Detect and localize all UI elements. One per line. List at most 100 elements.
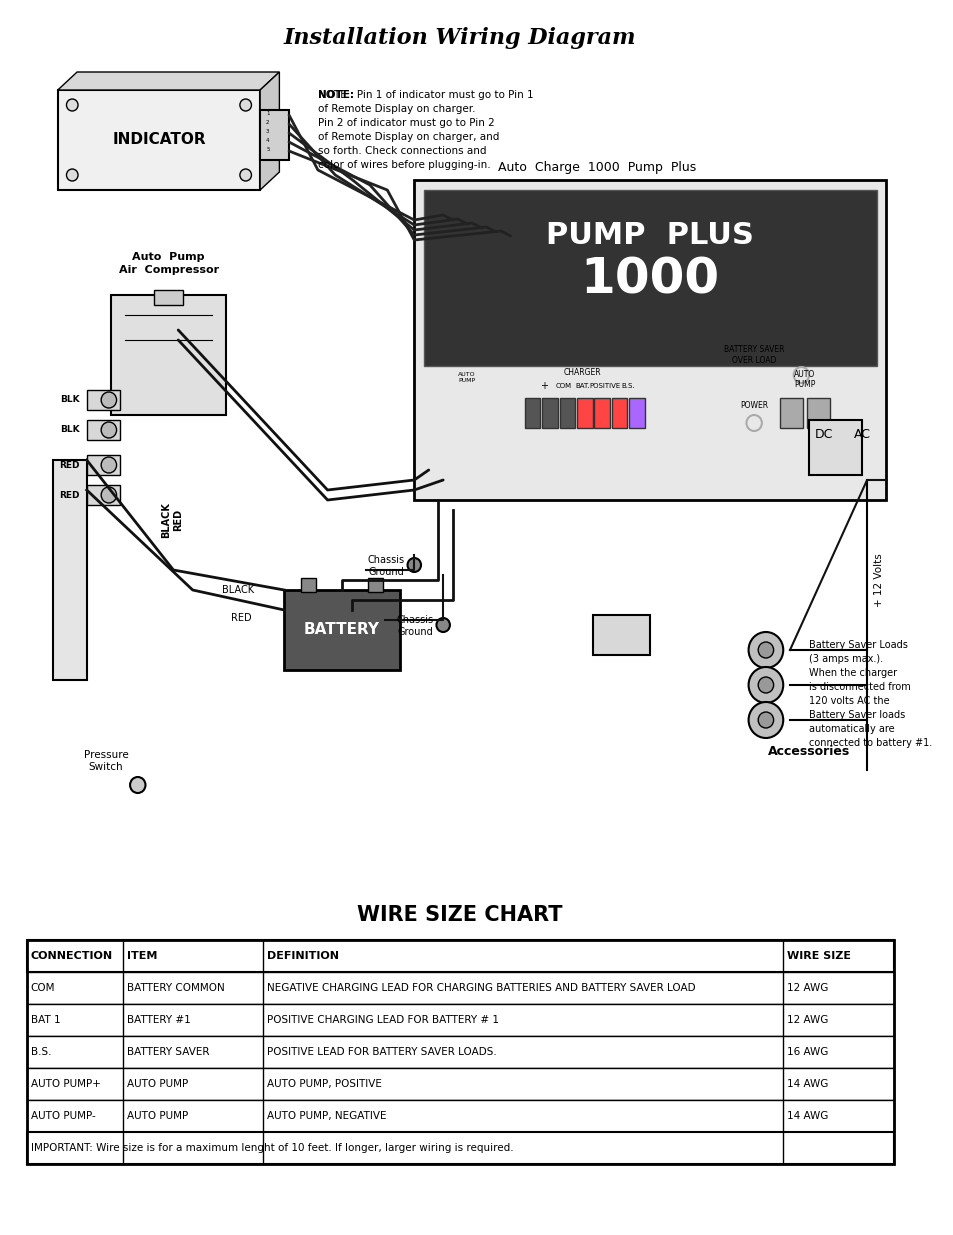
Text: POSITIVE LEAD FOR BATTERY SAVER LOADS.: POSITIVE LEAD FOR BATTERY SAVER LOADS. <box>267 1047 497 1057</box>
Bar <box>592 615 650 655</box>
Text: B.S.: B.S. <box>30 1047 51 1057</box>
Text: AUTO PUMP: AUTO PUMP <box>127 1112 189 1121</box>
Text: BATTERY SAVER
OVER LOAD: BATTERY SAVER OVER LOAD <box>723 346 783 364</box>
Bar <box>53 459 87 680</box>
Text: POWER: POWER <box>740 400 767 410</box>
Text: NOTE:: NOTE: <box>317 90 354 100</box>
Text: COM: COM <box>30 983 55 993</box>
Text: Chassis
Ground: Chassis Ground <box>367 555 404 577</box>
Bar <box>414 180 885 500</box>
Bar <box>27 940 893 972</box>
Text: POSITIVE: POSITIVE <box>589 383 620 389</box>
Text: Installation Wiring Diagram: Installation Wiring Diagram <box>283 27 635 49</box>
Bar <box>27 1068 893 1100</box>
Text: BLACK: BLACK <box>161 503 172 538</box>
Bar <box>27 1004 893 1036</box>
Text: INDICATOR: INDICATOR <box>112 132 206 147</box>
Circle shape <box>436 618 450 632</box>
Circle shape <box>748 632 782 668</box>
Circle shape <box>67 169 78 182</box>
Text: Battery Saver Loads
(3 amps max.).
When the charger
is disconnected from
120 vol: Battery Saver Loads (3 amps max.). When … <box>808 640 931 748</box>
Bar <box>27 1036 893 1068</box>
Text: + 12 Volts: + 12 Volts <box>873 553 882 606</box>
Bar <box>594 398 609 427</box>
Text: RED: RED <box>172 509 183 531</box>
Text: ITEM: ITEM <box>127 951 157 961</box>
Text: AUTO PUMP: AUTO PUMP <box>127 1079 189 1089</box>
Text: +: + <box>539 380 548 390</box>
Bar <box>27 1132 893 1165</box>
Text: NEGATIVE CHARGING LEAD FOR CHARGING BATTERIES AND BATTERY SAVER LOAD: NEGATIVE CHARGING LEAD FOR CHARGING BATT… <box>267 983 695 993</box>
Bar <box>542 398 558 427</box>
Bar <box>611 398 626 427</box>
Text: 1000: 1000 <box>580 256 720 304</box>
Circle shape <box>407 558 420 572</box>
Circle shape <box>239 169 252 182</box>
Text: Accessories: Accessories <box>767 745 849 758</box>
Bar <box>27 1100 893 1132</box>
Text: NOTE:  Pin 1 of indicator must go to Pin 1
of Remote Display on charger.
Pin 2 o: NOTE: Pin 1 of indicator must go to Pin … <box>317 90 533 170</box>
Text: 16 AWG: 16 AWG <box>786 1047 827 1057</box>
Bar <box>87 485 120 505</box>
Text: BLK: BLK <box>60 395 80 405</box>
Text: BLK: BLK <box>60 426 80 435</box>
Text: WIRE SIZE CHART: WIRE SIZE CHART <box>356 905 561 925</box>
Bar <box>111 295 226 415</box>
Bar <box>260 110 289 161</box>
Circle shape <box>101 391 116 408</box>
Bar <box>87 454 120 475</box>
Text: RED: RED <box>59 461 80 469</box>
Text: DC: DC <box>814 429 832 441</box>
Text: Auto  Pump
Air  Compressor: Auto Pump Air Compressor <box>118 252 218 275</box>
Text: 3: 3 <box>266 128 270 135</box>
Bar <box>284 590 399 671</box>
Bar <box>423 190 876 366</box>
Bar <box>524 398 540 427</box>
Bar <box>368 578 383 592</box>
Text: Pressure
Switch: Pressure Switch <box>84 750 129 772</box>
Polygon shape <box>58 72 279 90</box>
Text: RED: RED <box>231 613 252 622</box>
Text: 4: 4 <box>266 138 270 143</box>
Text: AUTO PUMP, NEGATIVE: AUTO PUMP, NEGATIVE <box>267 1112 386 1121</box>
Text: BATTERY SAVER: BATTERY SAVER <box>127 1047 210 1057</box>
Text: BAT 1: BAT 1 <box>30 1015 60 1025</box>
Text: AUTO PUMP-: AUTO PUMP- <box>30 1112 95 1121</box>
Bar <box>559 398 575 427</box>
Bar <box>577 398 592 427</box>
Text: 5: 5 <box>266 147 270 152</box>
Text: RED: RED <box>59 490 80 499</box>
Text: B.S.: B.S. <box>620 383 635 389</box>
Bar <box>27 972 893 1004</box>
Circle shape <box>748 701 782 739</box>
Bar <box>27 940 893 1165</box>
Circle shape <box>101 422 116 438</box>
Bar <box>87 390 120 410</box>
Text: BATTERY #1: BATTERY #1 <box>127 1015 191 1025</box>
Text: Chassis
Ground: Chassis Ground <box>396 615 433 636</box>
Text: IMPORTANT: Wire size is for a maximum lenght of 10 feet. If longer, larger wirin: IMPORTANT: Wire size is for a maximum le… <box>30 1144 513 1153</box>
Text: BATTERY COMMON: BATTERY COMMON <box>127 983 225 993</box>
Circle shape <box>758 677 773 693</box>
Text: 12 AWG: 12 AWG <box>786 1015 827 1025</box>
Text: DEFINITION: DEFINITION <box>267 951 338 961</box>
Text: CONNECTION: CONNECTION <box>30 951 112 961</box>
Bar <box>154 290 183 305</box>
Text: AUTO PUMP, POSITIVE: AUTO PUMP, POSITIVE <box>267 1079 381 1089</box>
Text: AUTO PUMP+: AUTO PUMP+ <box>30 1079 101 1089</box>
Bar <box>58 90 260 190</box>
Text: AC: AC <box>853 429 870 441</box>
Bar <box>808 420 862 475</box>
Bar <box>87 420 120 440</box>
Text: WIRE SIZE: WIRE SIZE <box>786 951 850 961</box>
Circle shape <box>101 487 116 503</box>
Circle shape <box>101 457 116 473</box>
Circle shape <box>130 777 145 793</box>
Text: 14 AWG: 14 AWG <box>786 1112 827 1121</box>
Text: BAT.: BAT. <box>575 383 590 389</box>
Bar <box>780 398 802 427</box>
Circle shape <box>758 713 773 727</box>
Text: POSITIVE CHARGING LEAD FOR BATTERY # 1: POSITIVE CHARGING LEAD FOR BATTERY # 1 <box>267 1015 498 1025</box>
Text: BATTERY: BATTERY <box>304 622 379 637</box>
Bar <box>806 398 830 427</box>
